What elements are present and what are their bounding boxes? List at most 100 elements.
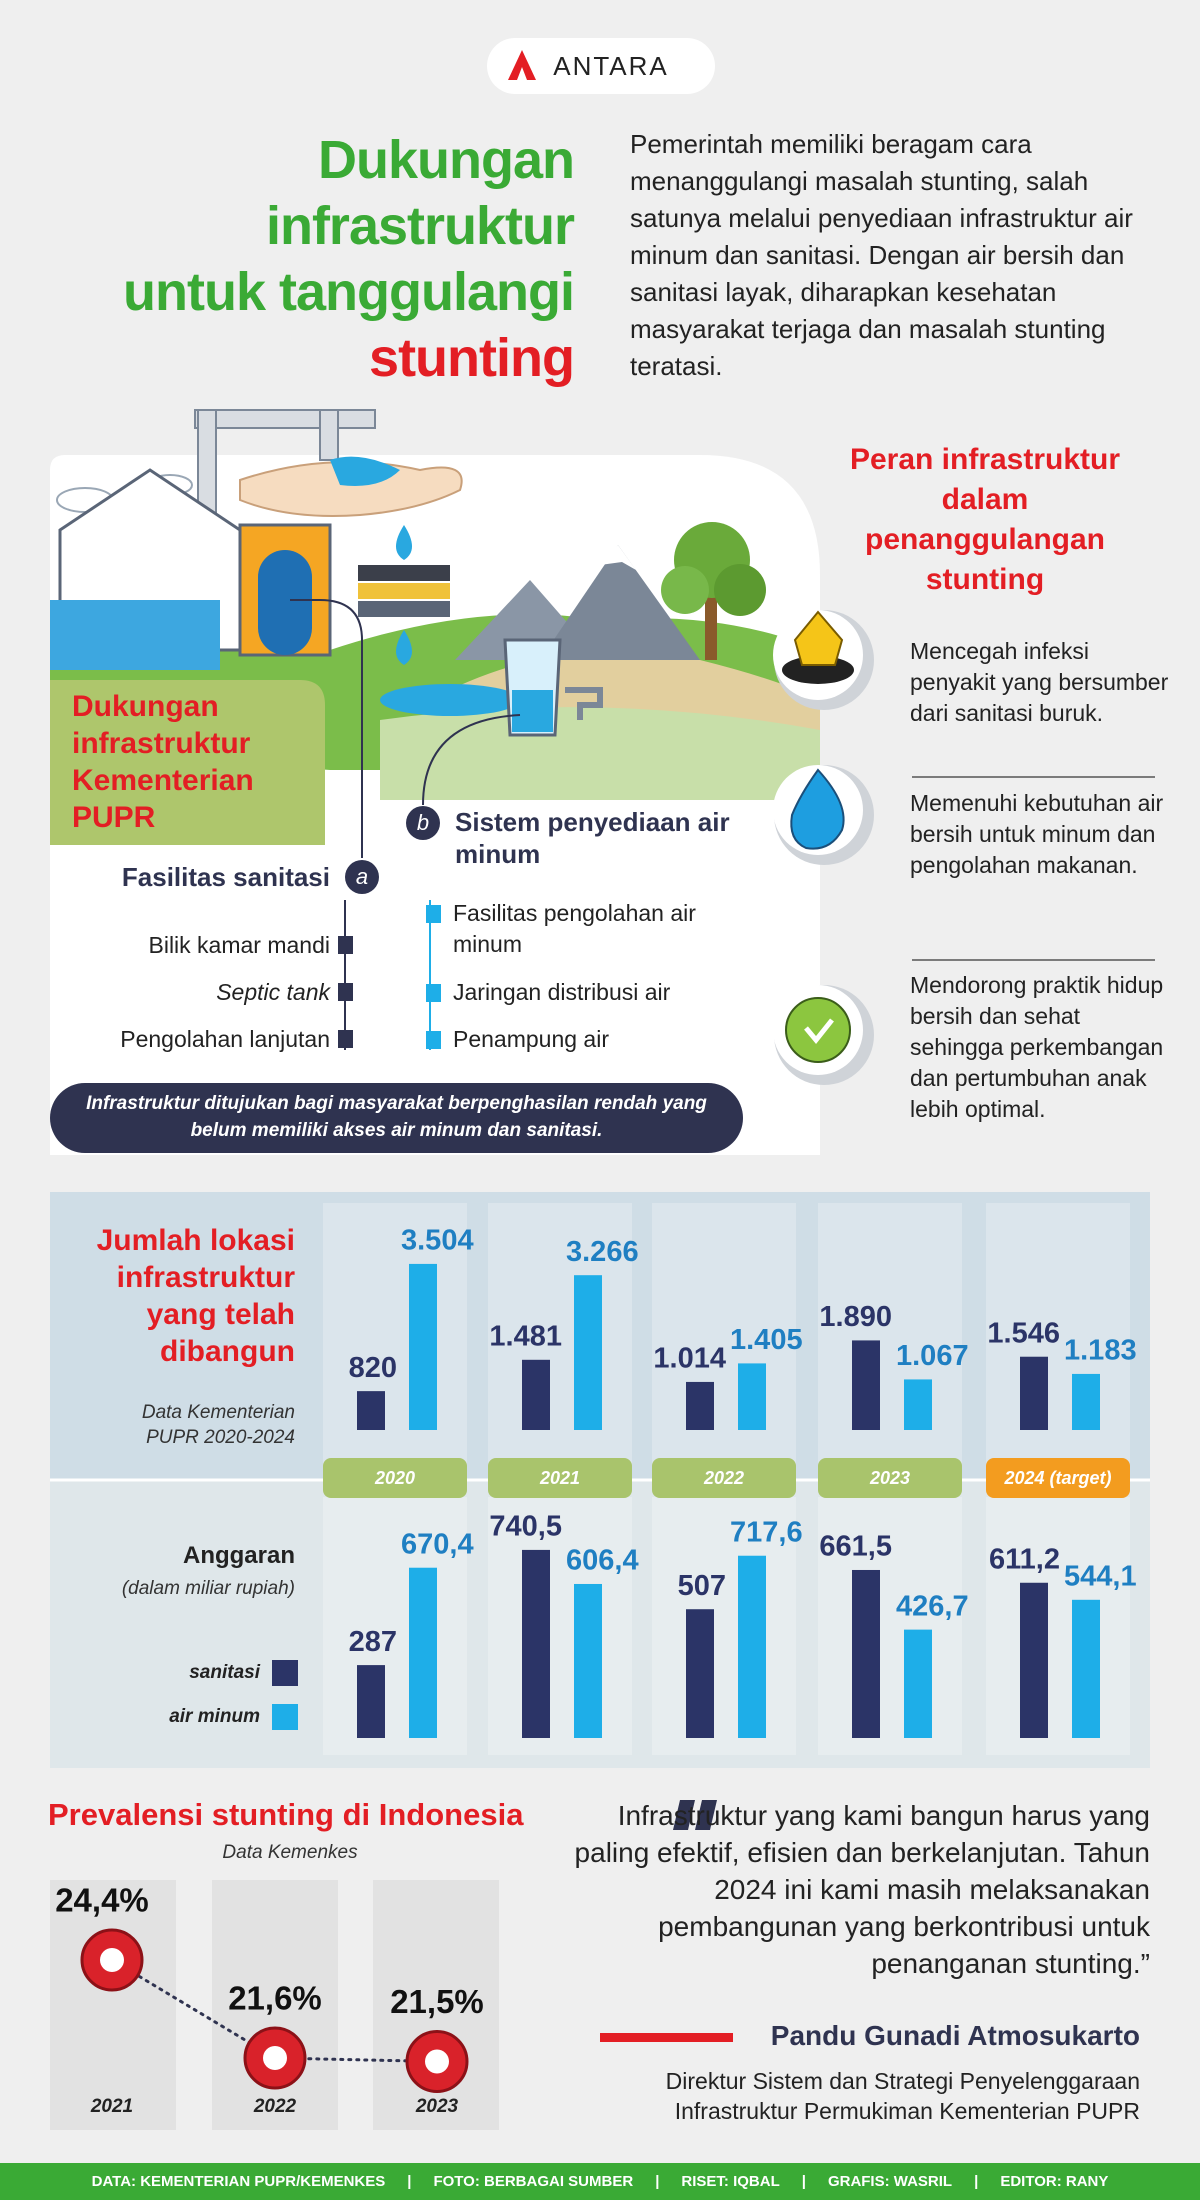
bar (574, 1275, 602, 1430)
sanitation-item: Pengolahan lanjutan (120, 1026, 330, 1052)
snow (600, 545, 636, 570)
value-label: 717,6 (730, 1516, 803, 1548)
legend-swatch (272, 1704, 298, 1730)
value-label: 1.405 (730, 1324, 803, 1356)
footer-item: DATA: KEMENTERIAN PUPR/KEMENKES (91, 2173, 386, 2190)
quote-author: Pandu Gunadi Atmosukarto (770, 2020, 1140, 2051)
hill (380, 707, 820, 800)
legend-swatch (272, 1660, 298, 1686)
x-tick-label: 2022 (703, 1468, 744, 1488)
value-label: 3.266 (566, 1236, 639, 1268)
sanitation-item: Septic tank (216, 979, 330, 1005)
chart-subtitle: Data Kementerian PUPR 2020-2024 (141, 1402, 295, 1448)
bar (1072, 1599, 1100, 1738)
logo-pill (487, 38, 715, 94)
value-label: 1.183 (1064, 1335, 1137, 1367)
value-label: 507 (678, 1570, 726, 1602)
door (258, 550, 312, 655)
note-text: Infrastruktur ditujukan bagi masyarakat … (86, 1093, 707, 1141)
role-icon (773, 985, 874, 1085)
year-pill (323, 1458, 467, 1498)
sanitation-item: Bilik kamar mandi (148, 932, 331, 958)
footer-item: EDITOR: RANY (1000, 2173, 1109, 2190)
bullet (426, 984, 441, 1002)
chart-title: Prevalensi stunting di Indonesia (48, 1797, 524, 1832)
bullet (426, 1031, 441, 1049)
value-label: 1.890 (819, 1301, 892, 1333)
value-label: 606,4 (566, 1545, 639, 1577)
legend-label: sanitasi (189, 1662, 260, 1683)
bar (409, 1263, 437, 1430)
letter-circle (406, 806, 440, 840)
filter-layer (358, 583, 450, 599)
value-label: 21,5% (390, 1983, 484, 2020)
column-bg (652, 1203, 796, 1465)
column-bg (818, 1497, 962, 1755)
pool (380, 684, 520, 716)
water-item: Jaringan distribusi air (453, 979, 671, 1005)
separator: | (801, 2173, 806, 2190)
glass-water (512, 690, 553, 732)
role-icon (773, 765, 874, 865)
bar (852, 1340, 880, 1430)
x-tick-label: 2020 (374, 1468, 415, 1488)
quote-role: Direktur Sistem dan Strategi Penyelengga… (665, 2068, 1140, 2124)
year-pill (818, 1458, 962, 1498)
tree-crown (714, 564, 766, 616)
value-label: 287 (349, 1626, 397, 1658)
value-label: 426,7 (896, 1590, 969, 1622)
bullet (338, 983, 353, 1001)
quote-text: Infrastruktur yang kami bangun harus yan… (574, 1800, 1150, 1979)
footer: DATA: KEMENTERIAN PUPR/KEMENKES | FOTO: BE… (0, 2163, 1200, 2200)
support-box (50, 680, 325, 845)
x-tick-label: 2023 (869, 1468, 910, 1488)
bar (357, 1391, 385, 1430)
bar (1020, 1356, 1048, 1430)
column-bg (323, 1203, 467, 1465)
author-line (600, 2033, 733, 2042)
role-item: Mendorong praktik hidup bersih dan sehat… (910, 972, 1164, 1122)
quote-mark (673, 1800, 717, 1830)
bar (357, 1665, 385, 1738)
bar (686, 1609, 714, 1738)
bar (522, 1359, 550, 1430)
bullet (338, 936, 353, 954)
water (330, 456, 400, 486)
tree-trunk (705, 580, 717, 660)
filter-layer (358, 565, 450, 581)
x-tick-label: 2021 (90, 2096, 133, 2117)
value-label: 21,6% (228, 1980, 322, 2017)
separator: | (655, 2173, 660, 2190)
value-label: 611,2 (989, 1543, 1060, 1575)
bar (904, 1629, 932, 1738)
value-label: 1.546 (987, 1317, 1060, 1349)
logo-text: ANTARA (553, 51, 669, 81)
column-bg (986, 1497, 1130, 1755)
bullet (338, 1030, 353, 1048)
point-center (425, 2049, 449, 2074)
water-tank (50, 600, 220, 670)
title-line: infrastruktur (265, 196, 575, 256)
chart-subtitle: (dalam miliar rupiah) (121, 1578, 295, 1599)
value-label: 3.504 (401, 1225, 474, 1257)
value-label: 661,5 (819, 1531, 892, 1563)
x-tick-label: 2023 (415, 2096, 459, 2117)
role-title: Peran infrastruktur dalam penanggulangan… (849, 443, 1121, 596)
letter: b (416, 810, 430, 835)
value-label: 1.481 (489, 1320, 562, 1352)
bar (686, 1381, 714, 1430)
bullet (426, 905, 441, 923)
column-bg (488, 1497, 632, 1755)
filter-layer (358, 601, 450, 617)
legend-label: air minum (169, 1706, 260, 1727)
letter-circle (345, 860, 379, 894)
year-pill (488, 1458, 632, 1498)
pipe (319, 409, 339, 461)
bar (904, 1379, 932, 1430)
column-bg (818, 1203, 962, 1465)
year-pill (986, 1458, 1130, 1498)
chart-subtitle: Data Kemenkes (222, 1842, 358, 1863)
